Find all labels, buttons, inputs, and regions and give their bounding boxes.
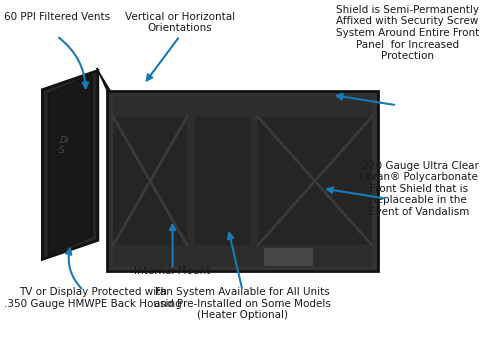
Bar: [113, 245, 371, 267]
Text: Internal Mount: Internal Mount: [134, 266, 210, 276]
Bar: [113, 96, 371, 117]
Polygon shape: [97, 68, 113, 96]
Text: 60 PPI Filtered Vents: 60 PPI Filtered Vents: [4, 12, 110, 22]
Bar: [109, 92, 375, 270]
Bar: [107, 91, 377, 272]
Text: Vertical or Horizontal
Orientations: Vertical or Horizontal Orientations: [124, 12, 234, 34]
Polygon shape: [42, 70, 98, 259]
Bar: [186, 117, 194, 245]
Bar: [250, 117, 257, 245]
Text: Fan System Available for All Units
and Pre-Installed on Some Models
(Heater Opti: Fan System Available for All Units and P…: [154, 287, 330, 320]
Text: TV or Display Protected with
.350 Gauge HMWPE Back Housing: TV or Display Protected with .350 Gauge …: [4, 287, 181, 309]
Text: .220 Gauge Ultra Clear
Lexan® Polycarbonate
Front Shield that is
Replaceable in : .220 Gauge Ultra Clear Lexan® Polycarbon…: [358, 161, 478, 217]
Bar: [113, 96, 371, 267]
Polygon shape: [48, 75, 92, 255]
Text: Shield is Semi-Permanently
Affixed with Security Screw
System Around Entire Fron: Shield is Semi-Permanently Affixed with …: [335, 5, 478, 61]
Text: Di
S: Di S: [59, 136, 69, 155]
Bar: [263, 248, 311, 265]
